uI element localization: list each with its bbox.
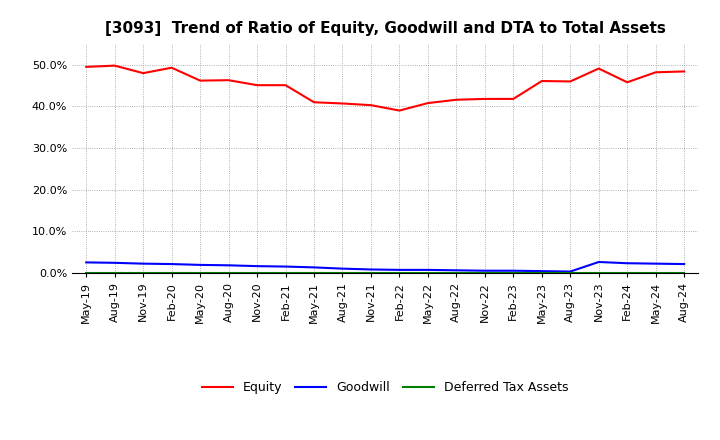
Goodwill (82, 260, 91, 265)
Equity (139, 70, 148, 76)
Deferred Tax Assets (139, 270, 148, 275)
Deferred Tax Assets (167, 270, 176, 275)
Equity (595, 66, 603, 71)
Goodwill (310, 265, 318, 270)
Deferred Tax Assets (82, 270, 91, 275)
Goodwill (196, 262, 204, 268)
Equity (338, 101, 347, 106)
Deferred Tax Assets (509, 270, 518, 275)
Equity (82, 64, 91, 70)
Goodwill (595, 259, 603, 264)
Equity (167, 65, 176, 70)
Deferred Tax Assets (680, 270, 688, 275)
Goodwill (480, 268, 489, 273)
Deferred Tax Assets (253, 270, 261, 275)
Equity (310, 99, 318, 105)
Deferred Tax Assets (282, 270, 290, 275)
Equity (680, 69, 688, 74)
Equity (225, 77, 233, 83)
Deferred Tax Assets (452, 270, 461, 275)
Equity (652, 70, 660, 75)
Goodwill (452, 268, 461, 273)
Goodwill (338, 266, 347, 271)
Deferred Tax Assets (196, 270, 204, 275)
Goodwill (509, 268, 518, 273)
Deferred Tax Assets (366, 270, 375, 275)
Equity (366, 103, 375, 108)
Deferred Tax Assets (110, 270, 119, 275)
Goodwill (253, 264, 261, 269)
Goodwill (537, 268, 546, 274)
Goodwill (366, 267, 375, 272)
Goodwill (395, 267, 404, 272)
Goodwill (110, 260, 119, 265)
Goodwill (282, 264, 290, 269)
Goodwill (167, 261, 176, 267)
Goodwill (680, 261, 688, 267)
Equity (452, 97, 461, 103)
Deferred Tax Assets (537, 270, 546, 275)
Goodwill (139, 261, 148, 266)
Deferred Tax Assets (480, 270, 489, 275)
Equity (253, 83, 261, 88)
Goodwill (623, 260, 631, 266)
Deferred Tax Assets (395, 270, 404, 275)
Goodwill (225, 263, 233, 268)
Equity (423, 100, 432, 106)
Equity (395, 108, 404, 113)
Deferred Tax Assets (338, 270, 347, 275)
Deferred Tax Assets (225, 270, 233, 275)
Goodwill (652, 261, 660, 266)
Legend: Equity, Goodwill, Deferred Tax Assets: Equity, Goodwill, Deferred Tax Assets (197, 376, 573, 399)
Deferred Tax Assets (595, 270, 603, 275)
Equity (480, 96, 489, 102)
Title: [3093]  Trend of Ratio of Equity, Goodwill and DTA to Total Assets: [3093] Trend of Ratio of Equity, Goodwil… (105, 21, 665, 36)
Equity (196, 78, 204, 83)
Line: Equity: Equity (86, 66, 684, 110)
Equity (509, 96, 518, 102)
Deferred Tax Assets (310, 270, 318, 275)
Equity (537, 78, 546, 84)
Goodwill (423, 267, 432, 272)
Line: Goodwill: Goodwill (86, 262, 684, 271)
Equity (282, 83, 290, 88)
Equity (566, 79, 575, 84)
Deferred Tax Assets (423, 270, 432, 275)
Deferred Tax Assets (566, 270, 575, 275)
Equity (110, 63, 119, 68)
Equity (623, 80, 631, 85)
Goodwill (566, 269, 575, 274)
Deferred Tax Assets (652, 270, 660, 275)
Deferred Tax Assets (623, 270, 631, 275)
